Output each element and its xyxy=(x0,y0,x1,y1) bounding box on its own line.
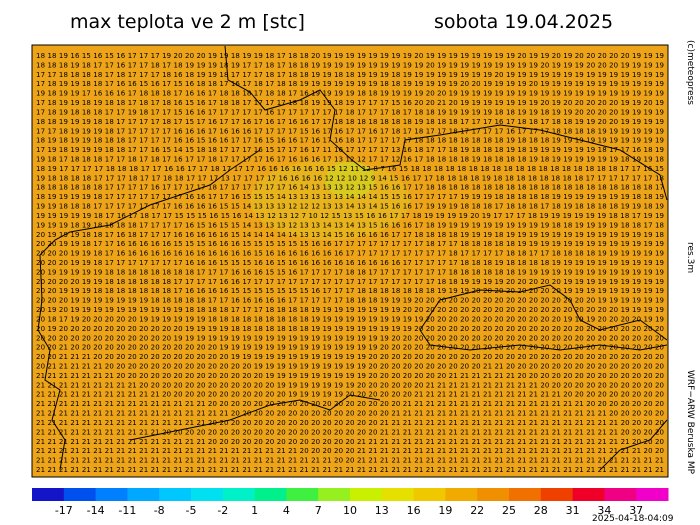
value-row: 20 20 20 20 19 19 18 18 18 18 18 18 17 1… xyxy=(36,278,664,286)
colorbar-segment xyxy=(413,488,446,501)
timestamp: 2025-04-18-04:09 xyxy=(592,514,674,524)
value-row: 21 21 21 21 21 21 21 21 21 21 21 21 21 2… xyxy=(36,466,664,474)
colorbar-label: -14 xyxy=(87,504,105,517)
colorbar-segment xyxy=(286,488,319,501)
value-row: 20 20 20 19 19 19 19 19 19 19 18 18 18 1… xyxy=(36,297,664,305)
value-row: 21 21 21 21 21 21 21 21 21 21 21 21 21 2… xyxy=(36,410,664,418)
colorbar-label: 28 xyxy=(534,504,548,517)
value-row: 20 20 21 21 21 20 20 20 20 20 20 20 20 2… xyxy=(36,353,664,361)
map-field xyxy=(31,44,669,478)
colorbar-label: -17 xyxy=(55,504,73,517)
colorbar-label: 7 xyxy=(315,504,322,517)
colorbar-segment xyxy=(318,488,351,501)
value-row: 20 18 17 19 20 20 20 20 20 19 19 19 19 1… xyxy=(36,315,664,323)
colorbar-label: 13 xyxy=(375,504,389,517)
colorbar-segment xyxy=(191,488,224,501)
colorbar-segment xyxy=(604,488,637,501)
value-row: 20 20 19 19 19 18 18 18 18 18 18 18 17 1… xyxy=(36,287,664,295)
value-row: 17 18 19 19 18 18 17 16 16 15 16 17 15 1… xyxy=(36,80,664,88)
value-row: 20 20 20 19 19 18 17 16 16 16 16 16 16 1… xyxy=(36,250,664,258)
value-row: 19 18 19 19 17 16 16 16 17 18 18 18 17 1… xyxy=(36,90,664,98)
value-row: 17 17 18 18 18 18 17 18 17 17 17 18 16 1… xyxy=(36,71,664,79)
map-date: sobota 19.04.2025 xyxy=(434,11,613,33)
value-grid: 18 18 19 16 15 16 15 16 17 17 17 19 20 2… xyxy=(36,52,664,474)
value-row: 18 18 19 19 19 18 18 17 17 17 17 18 17 1… xyxy=(36,118,664,126)
value-row: 17 18 19 18 18 18 17 17 19 18 17 17 15 1… xyxy=(36,108,664,116)
value-row: 21 21 21 21 21 21 21 21 21 20 20 20 20 2… xyxy=(36,381,664,389)
colorbar-label: -5 xyxy=(186,504,197,517)
colorbar-segment xyxy=(63,488,97,501)
colorbar-segment xyxy=(95,488,128,501)
colorbar-label: 1 xyxy=(251,504,258,517)
value-row: 19 19 18 18 18 17 17 17 17 17 17 17 16 1… xyxy=(36,203,664,211)
colorbar-label: -8 xyxy=(154,504,165,517)
credit: (c)meteopress xyxy=(685,40,695,105)
value-row: 20 19 20 20 20 20 20 20 20 20 20 20 20 1… xyxy=(36,325,664,333)
value-row: 18 18 18 19 18 17 17 16 17 17 18 17 18 1… xyxy=(36,61,664,69)
colorbar-label: 34 xyxy=(597,504,611,517)
value-row: 18 18 18 18 18 18 17 17 17 17 16 17 17 1… xyxy=(36,184,664,192)
colorbar-label: 22 xyxy=(470,504,484,517)
value-row: 21 21 21 21 21 21 21 21 21 21 21 21 21 2… xyxy=(36,457,664,465)
map-title: max teplota ve 2 m [stc] xyxy=(70,11,305,33)
value-row: 21 21 21 21 21 21 21 21 21 21 21 20 20 2… xyxy=(36,428,664,436)
colorbar-segment xyxy=(381,488,415,501)
value-row: 20 19 20 19 19 19 19 19 19 19 19 19 19 1… xyxy=(36,306,664,314)
colorbar-segment xyxy=(509,488,542,501)
colorbar-label: 37 xyxy=(629,504,643,517)
value-row: 20 21 21 21 21 21 20 20 20 20 20 20 20 2… xyxy=(36,363,664,371)
colorbar-label: -2 xyxy=(217,504,228,517)
value-row: 18 18 19 16 15 16 15 16 17 17 17 19 20 2… xyxy=(36,52,664,60)
value-row: 18 19 19 19 19 18 17 17 17 17 17 17 17 1… xyxy=(36,193,664,201)
colorbar-segment xyxy=(636,488,669,501)
value-row: 21 21 21 21 21 21 21 21 21 21 21 21 21 2… xyxy=(36,447,664,455)
value-row: 18 19 17 17 17 17 18 18 18 17 17 16 16 1… xyxy=(36,165,664,173)
value-row: 20 19 19 19 19 19 18 18 18 18 18 18 18 1… xyxy=(36,268,664,276)
colorbar-label: -11 xyxy=(118,504,136,517)
value-row: 21 21 21 21 21 21 21 21 21 21 21 21 21 2… xyxy=(36,400,664,408)
value-row: 19 18 17 18 18 18 17 17 18 17 18 17 16 1… xyxy=(36,156,664,164)
value-row: 20 20 20 20 20 20 20 20 20 20 20 20 19 1… xyxy=(36,334,664,342)
colorbar-segment xyxy=(445,488,478,501)
value-row: 21 21 21 21 21 21 21 21 21 21 21 21 21 2… xyxy=(36,419,664,427)
colorbar-label: 31 xyxy=(566,504,580,517)
value-row: 21 21 21 21 21 21 21 21 21 21 21 21 21 2… xyxy=(36,438,664,446)
contours xyxy=(37,45,668,471)
colorbar-segment xyxy=(222,488,256,501)
value-row: 20 20 20 19 19 18 17 17 17 17 17 17 17 1… xyxy=(36,259,664,267)
value-row: 17 17 18 19 19 19 18 17 17 17 17 17 16 1… xyxy=(36,127,664,135)
value-row: 20 20 21 20 20 20 20 20 20 20 20 20 20 2… xyxy=(36,344,664,352)
colorbar-label: 4 xyxy=(283,504,290,517)
colorbar-segment xyxy=(540,488,574,501)
colorbar-segment xyxy=(350,488,383,501)
value-row: 17 18 19 19 18 19 18 18 17 18 17 18 16 1… xyxy=(36,99,664,107)
colorbar-segment xyxy=(572,488,605,501)
value-row: 19 18 18 18 18 17 17 17 18 17 17 18 18 1… xyxy=(36,174,664,182)
cold-core xyxy=(325,162,375,198)
value-row: 19 19 19 19 19 18 17 16 17 18 17 17 15 1… xyxy=(36,212,664,220)
colorbar-label: 19 xyxy=(438,504,452,517)
value-row: 21 21 21 21 21 21 21 21 21 21 21 20 20 2… xyxy=(36,391,664,399)
colorbar-segment xyxy=(477,488,510,501)
value-row: 17 19 18 19 19 19 18 18 17 17 16 15 14 1… xyxy=(36,146,664,154)
value-row: 18 19 18 19 19 18 18 18 17 17 17 17 16 1… xyxy=(36,137,664,145)
colorbar-segment xyxy=(32,488,65,501)
colorbar-label: 10 xyxy=(343,504,357,517)
colorbar-segment xyxy=(127,488,160,501)
value-row: 19 19 19 18 19 18 18 18 18 17 17 17 17 1… xyxy=(36,221,664,229)
colorbar-segment xyxy=(254,488,287,501)
colorbar-label: 25 xyxy=(502,504,516,517)
value-row: 20 20 19 19 18 17 17 16 16 16 16 16 15 1… xyxy=(36,240,664,248)
value-row: 21 21 21 21 21 21 21 20 20 20 20 20 20 2… xyxy=(36,372,664,380)
colorbar-segment xyxy=(159,488,192,501)
value-row: 20 19 19 19 18 18 17 16 18 17 17 17 16 1… xyxy=(36,231,664,239)
colorbar-label: 16 xyxy=(407,504,421,517)
model-name: WRF−ARW Beruska MP xyxy=(685,370,695,475)
colorbar: -17 -14 -11 -8 -5 -2 1 4 7 10 13 16 19 22 25 28 31 34 37 xyxy=(32,488,669,517)
resolution: res.3m xyxy=(685,242,695,273)
